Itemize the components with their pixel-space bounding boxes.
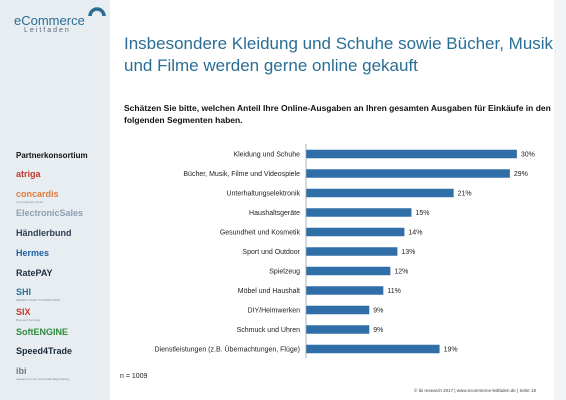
- partner-logo-shi: SHI: [16, 287, 32, 298]
- bar: [306, 169, 510, 178]
- partner-logo-softengine: SoftENGINE: [16, 326, 69, 337]
- data-label: 14%: [408, 230, 422, 237]
- partner-logo-electronicsales: ElectronicSales: [16, 208, 84, 219]
- bar: [306, 286, 384, 295]
- partner-tagline: research an der Universität Regensburg: [16, 377, 70, 381]
- partner-logo-concardis: concardis: [16, 188, 59, 199]
- partners-title: Partnerkonsortium: [16, 151, 88, 160]
- data-label: 9%: [373, 327, 383, 334]
- bar: [306, 325, 370, 334]
- partner-logo-ratepay: RatePAY: [16, 267, 53, 278]
- bar: [306, 149, 517, 159]
- bar: [306, 305, 370, 315]
- partner-tagline: your payment expert: [16, 199, 44, 204]
- category-label: Möbel und Haushalt: [238, 288, 300, 295]
- bar: [306, 208, 412, 217]
- category-label: Schmuck und Uhren: [237, 327, 301, 334]
- partner-logo-atriga: atriga: [16, 169, 41, 179]
- sample-size: n = 1009: [120, 373, 148, 380]
- ecommerce-leitfaden-logo: eCommerce Leitfaden: [14, 6, 106, 36]
- data-label: 12%: [394, 269, 408, 276]
- partner-tagline: Payment Services: [16, 317, 41, 322]
- partner-logo-speed4trade: Speed4Trade: [16, 346, 73, 357]
- partner-logo-hermes: Hermes: [16, 247, 50, 258]
- bar: [306, 344, 440, 354]
- sidebar: eCommerce Leitfaden Partnerkonsortium at…: [0, 0, 110, 400]
- category-label: DIY/Heimwerken: [247, 308, 300, 315]
- bar: [306, 188, 454, 198]
- category-label: Bücher, Musik, Filme und Videospiele: [183, 171, 300, 178]
- logo-arc-icon: [88, 7, 106, 17]
- category-label: Spielzeug: [269, 269, 300, 276]
- data-label: 29%: [514, 171, 528, 178]
- data-label: 30%: [521, 152, 535, 159]
- category-label: Sport und Outdoor: [242, 249, 300, 256]
- data-label: 15%: [415, 210, 429, 217]
- page-title: Insbesondere Kleidung und Schuhe sowie B…: [124, 34, 554, 75]
- category-label: Gesundheit und Kosmetik: [220, 230, 301, 237]
- data-label: 13%: [401, 249, 415, 256]
- partner-logo-ibi: ibi: [16, 366, 27, 376]
- right-edge-strip: [554, 0, 566, 400]
- logo-sub-text: Leitfaden: [24, 27, 71, 34]
- category-label: Dienstleistungen (z.B. Übernachtungen, F…: [154, 346, 300, 354]
- logo-main-text: eCommerce: [14, 13, 85, 28]
- category-label: Kleidung und Schuhe: [233, 152, 300, 159]
- bar: [306, 266, 391, 276]
- partner-logo-h-ndlerbund: Händlerbund: [16, 228, 72, 239]
- bar-chart: Kleidung und Schuhe 30% Bücher, Musik, Fil…: [154, 144, 535, 359]
- data-label: 19%: [444, 347, 458, 354]
- data-label: 21%: [458, 191, 472, 198]
- footer-copyright: © ibi research 2017 | www.ecommerce-leit…: [414, 388, 536, 393]
- partner-logo-six: SIX: [16, 306, 31, 317]
- category-label: Unterhaltungselektronik: [226, 191, 300, 198]
- partner-tagline: SEARCH ANALYTICS BIG DATA: [16, 298, 61, 303]
- survey-question: Schätzen Sie bitte, welchen Anteil Ihre …: [124, 103, 551, 125]
- bar: [306, 247, 398, 256]
- data-label: 11%: [387, 288, 401, 295]
- category-label: Haushaltsgeräte: [249, 210, 300, 217]
- data-label: 9%: [373, 308, 383, 315]
- bar: [306, 227, 405, 237]
